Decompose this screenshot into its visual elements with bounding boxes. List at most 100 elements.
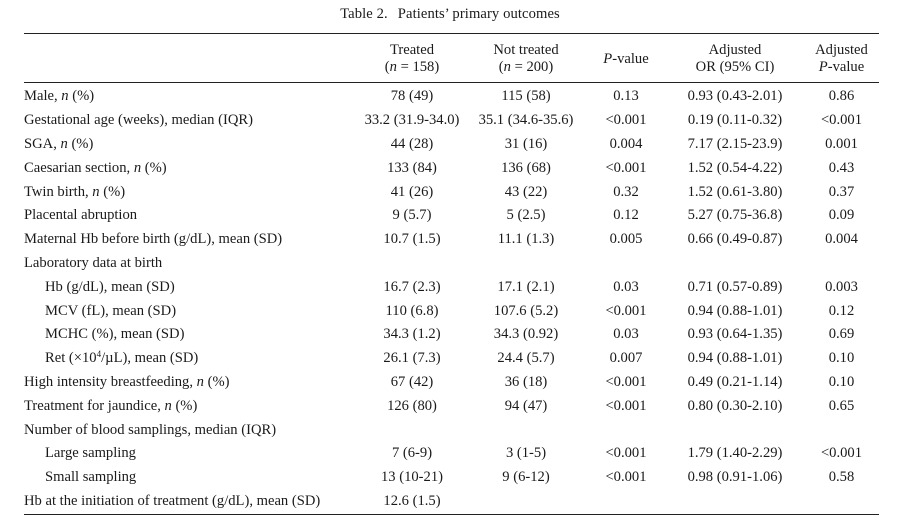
cell-treated: 44 (28) bbox=[390, 135, 434, 152]
row-label-text: High intensity breastfeeding, bbox=[24, 373, 197, 390]
table-row: Treatment for jaundice, n (%) 126 (80) 94 … bbox=[24, 394, 879, 418]
cell-adjusted-or: 0.94 (0.88-1.01) bbox=[687, 350, 783, 367]
cell-p-value bbox=[586, 252, 666, 276]
row-label-suffix: (%) bbox=[203, 373, 230, 390]
cell-p-value: 0.007 bbox=[609, 350, 643, 367]
cell-adjusted-p: 0.10 bbox=[828, 373, 855, 390]
row-label-text: Large sampling bbox=[45, 445, 136, 462]
cell-adjusted-or: 1.52 (0.61-3.80) bbox=[687, 183, 783, 200]
top-rule bbox=[24, 33, 879, 35]
cell-not-treated: 43 (22) bbox=[504, 183, 548, 200]
cell-p-value: <0.001 bbox=[605, 159, 647, 176]
cell-treated: 26.1 (7.3) bbox=[383, 350, 441, 367]
cell-adjusted-p: 0.65 bbox=[828, 397, 855, 414]
table-row: Hb (g/dL), mean (SD) 16.7 (2.3) 17.1 (2.1)… bbox=[24, 275, 879, 299]
cell-not-treated: 31 (16) bbox=[504, 135, 548, 152]
cell-adjusted-p: 0.86 bbox=[828, 88, 855, 105]
header-not-treated-n-label: n bbox=[503, 59, 511, 75]
cell-adjusted-p: 0.43 bbox=[828, 159, 855, 176]
cell-not-treated bbox=[466, 490, 586, 514]
cell-p-value: <0.001 bbox=[605, 373, 647, 390]
cell-adjusted-p bbox=[804, 490, 879, 514]
header-treated-n-value: = 158 bbox=[400, 59, 435, 75]
cell-adjusted-or: 0.71 (0.57-0.89) bbox=[687, 278, 783, 295]
header-treated-n-label: n bbox=[389, 59, 397, 75]
table-row: Small sampling 13 (10-21) 9 (6-12) <0.001 0.… bbox=[24, 466, 879, 490]
cell-treated: 13 (10-21) bbox=[380, 469, 443, 486]
cell-not-treated: 94 (47) bbox=[504, 397, 548, 414]
cell-adjusted-p: <0.001 bbox=[820, 445, 863, 462]
row-label-suffix: (%) bbox=[68, 88, 95, 105]
row-label: Gestational age (weeks), median (IQR) bbox=[24, 109, 358, 133]
cell-treated: 7 (6-9) bbox=[391, 445, 433, 462]
cell-adjusted-p: 0.58 bbox=[828, 469, 855, 486]
table-row: High intensity breastfeeding, n (%) 67 (4… bbox=[24, 371, 879, 395]
row-label: Small sampling bbox=[24, 466, 358, 490]
header-p-value: P-value bbox=[586, 37, 666, 81]
row-label-italic: n bbox=[164, 397, 172, 414]
row-label: MCHC (%), mean (SD) bbox=[24, 323, 358, 347]
cell-adjusted-p: 0.001 bbox=[825, 135, 858, 152]
cell-p-value: 0.32 bbox=[613, 183, 639, 200]
cell-adjusted-or: 1.52 (0.54-4.22) bbox=[687, 159, 783, 176]
row-label: Twin birth, n (%) bbox=[24, 180, 358, 204]
table-row: Gestational age (weeks), median (IQR) 33.… bbox=[24, 109, 879, 133]
cell-treated: 126 (80) bbox=[387, 397, 437, 414]
cell-not-treated: 136 (68) bbox=[501, 159, 551, 176]
cell-adjusted-p bbox=[804, 418, 879, 442]
cell-treated: 16.7 (2.3) bbox=[383, 278, 441, 295]
outcomes-table: Treated (n = 158) Not treated (n = 200) … bbox=[24, 37, 879, 513]
table-caption: Table 2. Patients’ primary outcomes bbox=[0, 6, 900, 23]
table-number: Table 2. bbox=[340, 6, 388, 22]
header-not-treated-n: (n = 200) bbox=[498, 59, 554, 75]
row-label-italic: n bbox=[196, 373, 204, 390]
table-row: Laboratory data at birth bbox=[24, 252, 879, 276]
table-row: Caesarian section, n (%) 133 (84) 136 (68)… bbox=[24, 156, 879, 180]
cell-p-value bbox=[586, 490, 666, 514]
cell-p-value: 0.03 bbox=[613, 326, 639, 343]
row-label-text: Ret (×10 bbox=[45, 350, 97, 367]
row-label-text: Caesarian section, bbox=[24, 159, 134, 176]
header-adjusted-or: Adjusted OR (95% CI) bbox=[666, 37, 804, 81]
header-adjusted-or-line1: Adjusted bbox=[708, 42, 762, 58]
cell-p-value: 0.005 bbox=[609, 231, 643, 248]
cell-treated: 9 (5.7) bbox=[392, 207, 432, 224]
cell-adjusted-or: 1.79 (1.40-2.29) bbox=[687, 445, 783, 462]
table-row: Placental abruption 9 (5.7) 5 (2.5) 0.12 5.2… bbox=[24, 204, 879, 228]
row-label-text: Hb (g/dL), mean (SD) bbox=[45, 278, 175, 295]
cell-adjusted-p: 0.003 bbox=[825, 278, 858, 295]
row-label-text: MCHC (%), mean (SD) bbox=[45, 326, 185, 343]
row-label: Ret (×104/µL), mean (SD) bbox=[24, 347, 358, 371]
cell-adjusted-p: 0.09 bbox=[828, 207, 855, 224]
cell-treated bbox=[358, 418, 466, 442]
cell-adjusted-or: 5.27 (0.75-36.8) bbox=[687, 207, 783, 224]
row-label: Number of blood samplings, median (IQR) bbox=[24, 418, 358, 442]
cell-treated bbox=[358, 252, 466, 276]
cell-not-treated: 34.3 (0.92) bbox=[493, 326, 559, 343]
cell-p-value: 0.13 bbox=[613, 88, 639, 105]
cell-treated: 34.3 (1.2) bbox=[383, 326, 441, 343]
header-rule bbox=[24, 82, 879, 83]
cell-treated: 41 (26) bbox=[390, 183, 434, 200]
cell-not-treated: 24.4 (5.7) bbox=[497, 350, 555, 367]
row-label: Male, n (%) bbox=[24, 85, 358, 109]
table-row: Hb at the initiation of treatment (g/dL)… bbox=[24, 490, 879, 514]
table-row: Twin birth, n (%) 41 (26) 43 (22) 0.32 1.52 … bbox=[24, 180, 879, 204]
row-label-suffix: (%) bbox=[67, 135, 94, 152]
table-row: SGA, n (%) 44 (28) 31 (16) 0.004 7.17 (2.15-… bbox=[24, 133, 879, 157]
row-label: Caesarian section, n (%) bbox=[24, 156, 358, 180]
cell-adjusted-or bbox=[666, 252, 804, 276]
header-adjusted-p-italic: P bbox=[818, 59, 828, 75]
table-title: Patients’ primary outcomes bbox=[397, 6, 560, 22]
table-row: Ret (×104/µL), mean (SD) 26.1 (7.3) 24.4 (… bbox=[24, 347, 879, 371]
header-not-treated: Not treated (n = 200) bbox=[466, 37, 586, 81]
cell-p-value: <0.001 bbox=[605, 112, 647, 129]
cell-p-value bbox=[586, 418, 666, 442]
row-label: Laboratory data at birth bbox=[24, 252, 358, 276]
row-label-text: Number of blood samplings, median (IQR) bbox=[24, 421, 277, 438]
table-row: Number of blood samplings, median (IQR) bbox=[24, 418, 879, 442]
cell-treated: 67 (42) bbox=[390, 373, 434, 390]
cell-p-value: <0.001 bbox=[605, 397, 647, 414]
cell-adjusted-or: 0.19 (0.11-0.32) bbox=[687, 112, 783, 129]
